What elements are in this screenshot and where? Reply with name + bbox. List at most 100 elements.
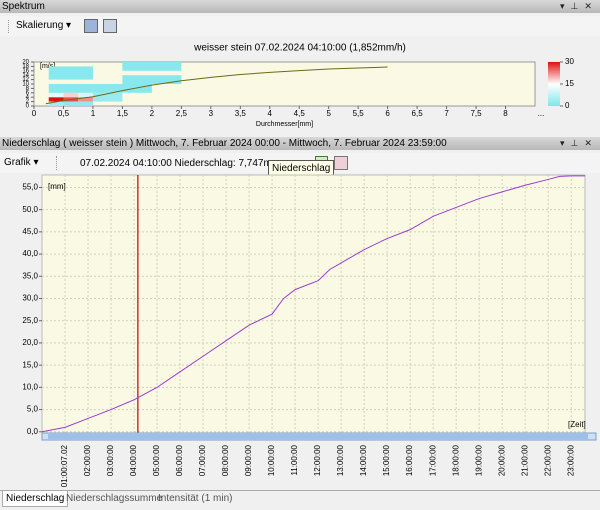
button-label: Skalierung (16, 20, 64, 31)
y-tick-label: 10 (22, 82, 29, 88)
toolbar: Skalierung ▾ (0, 16, 600, 36)
y-tick-label: 4 (26, 95, 30, 101)
x-tick-label: 7 (444, 109, 449, 118)
grip (8, 20, 10, 33)
settings-icon[interactable] (334, 156, 348, 170)
x-tick-label: 19:00:00 (474, 444, 483, 476)
x-tick-label: 1 (91, 109, 96, 118)
x-tick-label: 5 (326, 109, 331, 118)
x-tick-label: 12:00:00 (313, 444, 322, 476)
dropdown-button[interactable]: Grafik ▾ (4, 157, 39, 168)
heat-cell (48, 84, 93, 93)
y-tick-label: 8 (26, 86, 30, 92)
x-tick-label: 6 (385, 109, 390, 118)
spectrum-chart: weisser stein 07.02.2024 04:10:00 (1,852… (22, 43, 574, 128)
series-line (41, 175, 585, 433)
dropdown-button[interactable]: Skalierung ▾ (16, 20, 72, 31)
x-tick-label: 6,5 (412, 109, 424, 118)
x-tick-label: 3,5 (235, 109, 247, 118)
x-tick-label: 2 (150, 109, 155, 118)
x-tick-label: 13:00:00 (336, 444, 345, 476)
x-tick-label: 05:00:00 (152, 444, 161, 476)
x-tick-label: 10:00:00 (267, 444, 276, 476)
x-tick-label: 23:00:00 (566, 444, 575, 476)
toolbar: Grafik ▾ 07.02.2024 04:10:00 Niederschla… (0, 153, 600, 177)
colorbar-label: 30 (565, 57, 574, 66)
info-text: 07.02.2024 04:10:00 Niederschlag: 7,747m… (80, 158, 281, 169)
x-tick-label: 21:00:00 (520, 444, 529, 476)
y-tick-label: 55,0 (22, 183, 38, 192)
heat-cell (122, 75, 182, 84)
x-tick-label: 5,5 (353, 109, 365, 118)
tab[interactable]: Intensität (1 min) (158, 493, 233, 504)
panel-title: Spektrum (2, 1, 45, 12)
x-tick-label: 01:00:07.02 (60, 444, 69, 487)
y-tick-label: 35,0 (22, 271, 38, 280)
tab[interactable]: Niederschlagssumme (66, 493, 163, 504)
x-tick-label: 7,5 (470, 109, 482, 118)
heat-cell (63, 101, 93, 106)
y-tick-label: 16 (22, 68, 29, 74)
y-tick-label: 14 (22, 73, 29, 79)
x-tick-label: 1,5 (117, 109, 129, 118)
heat-cell (78, 92, 93, 98)
x-tick-label: 04:00:00 (129, 444, 138, 476)
y-tick-label: 0,0 (27, 427, 39, 436)
tab-active[interactable]: Niederschlag (2, 491, 69, 507)
x-tick-label: 06:00:00 (175, 444, 184, 476)
x-tick-label: 03:00:00 (106, 444, 115, 476)
heat-cell (48, 66, 93, 80)
print-icon[interactable] (84, 19, 98, 33)
tab-bar (0, 490, 600, 510)
heat-cell (122, 62, 182, 71)
separator (56, 156, 58, 170)
x-tick-label: 0 (32, 109, 37, 118)
y-tick-label: 20,0 (22, 338, 38, 347)
y-axis-label: [mm] (48, 182, 66, 191)
fit-curve (45, 66, 388, 105)
heat-cell (92, 84, 152, 93)
y-tick-label: 20 (22, 60, 29, 66)
x-tick-label: 18:00:00 (451, 444, 460, 476)
y-tick-label: 40,0 (22, 249, 38, 258)
window-buttons[interactable]: ▾⊥✕ (560, 1, 598, 11)
plot-area (41, 174, 586, 435)
y-tick-label: 15,0 (22, 360, 38, 369)
heat-cell (63, 92, 79, 98)
panel-header: Spektrum (0, 0, 600, 13)
x-tick-label: 4 (268, 109, 273, 118)
heat-cell (78, 97, 93, 102)
x-tick-label: 02:00:00 (83, 444, 92, 476)
scrollbar-thumb (48, 434, 588, 439)
x-tick-label: 8 (503, 109, 508, 118)
x-tick-label: 3 (209, 109, 214, 118)
precipitation-chart: 0,0 5,0 10,0 15,0 20,0 25,0 30,0 35,0 40,0 45,0 50… (22, 174, 597, 487)
x-tick-label: 17:00:00 (428, 444, 437, 476)
y-tick-label: 2 (26, 99, 30, 105)
panel-title: Niederschlag ( weisser stein ) Mittwoch,… (2, 138, 447, 149)
heat-cell (48, 101, 64, 106)
window-buttons[interactable]: ▾⊥✕ (560, 138, 598, 148)
x-tick-label: 16:00:00 (405, 444, 414, 476)
colorbar-label: 0 (565, 101, 570, 110)
x-tick-label: 15:00:00 (382, 444, 391, 476)
x-more: ... (538, 109, 545, 118)
chart-title: weisser stein 07.02.2024 04:10:00 (1,852… (193, 43, 406, 54)
y-tick-label: 30,0 (22, 294, 38, 303)
x-tick-label: 2,5 (176, 109, 188, 118)
x-axis-label: Durchmesser[mm] (256, 121, 313, 128)
x-axis-label: [Zeit] (568, 420, 586, 429)
x-tick-label: 07:00:00 (198, 444, 207, 476)
y-tick-label: 0 (26, 104, 30, 110)
heat-cell (48, 92, 64, 98)
x-tick-label: 4,5 (294, 109, 306, 118)
colorbar (548, 62, 560, 106)
settings-icon[interactable] (103, 19, 117, 33)
x-tick-label: 08:00:00 (221, 444, 230, 476)
y-tick-label: 50,0 (22, 205, 38, 214)
x-tick-label: 0,5 (58, 109, 70, 118)
x-tick-label: 11:00:00 (290, 444, 299, 475)
y-tick-label: 10,0 (22, 382, 38, 391)
panel-header: Niederschlag ( weisser stein ) Mittwoch,… (0, 137, 600, 150)
